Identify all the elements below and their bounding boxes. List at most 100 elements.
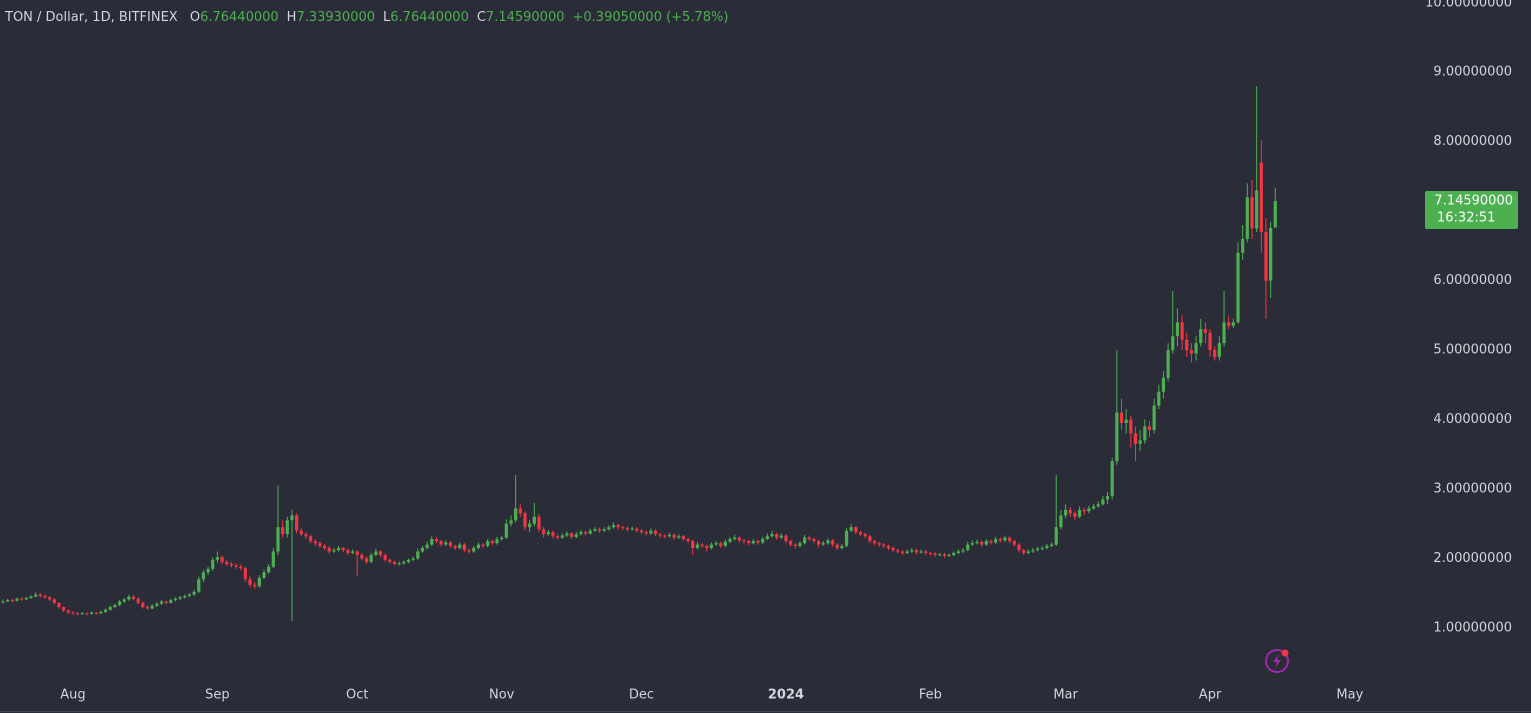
candle-body: [243, 568, 247, 580]
candle-body: [784, 535, 788, 542]
candle-body: [756, 541, 760, 543]
candle-body: [574, 534, 578, 537]
candle-body: [1269, 227, 1273, 281]
candle-body: [593, 529, 597, 531]
candle-body: [1245, 197, 1249, 239]
candle-body: [1208, 332, 1212, 351]
candle-body: [509, 520, 513, 524]
candle-body: [229, 564, 233, 566]
ohlc-value: 6.76440000: [200, 10, 279, 25]
candle-body: [448, 542, 453, 546]
candle-body: [285, 520, 289, 535]
candle-body: [528, 523, 532, 528]
candle-body: [276, 527, 280, 552]
candle-body: [113, 604, 117, 608]
candle-body: [299, 530, 303, 535]
candle-body: [625, 527, 630, 530]
candle-body: [677, 536, 681, 538]
candle-body: [1185, 339, 1189, 351]
candle-body: [1250, 197, 1254, 229]
y-tick-label: 6.00000000: [1433, 273, 1512, 288]
candle-body: [1241, 238, 1245, 253]
candle-body: [430, 538, 434, 545]
candles: [1, 86, 1277, 621]
candle-body: [765, 536, 769, 539]
candle-body: [700, 544, 704, 546]
candle-body: [532, 516, 536, 524]
candle-body: [546, 532, 550, 535]
candle-body: [1119, 412, 1124, 424]
candle-body: [476, 544, 480, 549]
candle-body: [635, 528, 639, 531]
candle-body: [281, 527, 285, 535]
candle-body: [66, 610, 70, 613]
candle-body: [458, 544, 462, 549]
candle-body: [826, 540, 830, 544]
candle-body: [117, 601, 122, 605]
candle-body: [75, 613, 80, 615]
candle-body: [490, 541, 494, 544]
candle-body: [621, 527, 625, 529]
ohlc-value: 7.14590000: [485, 10, 565, 25]
change: +0.39050000 (+5.78%): [572, 10, 729, 25]
candle-body: [309, 536, 313, 542]
countdown-label: 16:32:51: [1437, 211, 1495, 226]
candle-body: [1003, 537, 1007, 541]
candle-body: [15, 598, 19, 601]
candle-body: [998, 538, 1002, 541]
candle-body: [742, 540, 746, 542]
candle-body: [980, 541, 984, 545]
candle-body: [1031, 550, 1035, 552]
candle-body: [1054, 527, 1058, 545]
candle-body: [1152, 405, 1156, 430]
ohlc-key: L: [383, 10, 391, 25]
candle-body: [602, 529, 606, 531]
candle-body: [1166, 350, 1170, 378]
candle-body: [844, 530, 849, 546]
candle-body: [1082, 509, 1086, 512]
candle-body: [467, 550, 471, 552]
candle-body: [569, 533, 574, 537]
candle-body: [392, 561, 397, 565]
candle-body: [416, 551, 420, 559]
candle-body: [956, 551, 960, 553]
candle-body: [187, 594, 192, 596]
alert-icon[interactable]: [1265, 649, 1289, 673]
candle-body: [994, 538, 998, 543]
candle-body: [900, 551, 905, 553]
candle-body: [1091, 506, 1096, 509]
ohlc-value: 6.76440000: [390, 10, 469, 25]
candle-body: [798, 543, 802, 546]
candle-body: [733, 537, 737, 539]
candle-body: [103, 609, 108, 612]
candle-body: [1143, 426, 1147, 441]
candle-body: [397, 563, 401, 565]
candle-body: [672, 534, 676, 538]
y-tick-label: 2.00000000: [1433, 551, 1512, 566]
candle-body: [705, 545, 709, 549]
candle-body: [1017, 544, 1021, 551]
candle-body: [714, 543, 718, 545]
y-tick-label: 3.00000000: [1433, 481, 1512, 496]
candle-body: [737, 537, 741, 541]
candle-body: [253, 584, 257, 587]
candle-body: [1101, 499, 1105, 505]
candle-body: [24, 598, 28, 600]
candle-body: [225, 561, 229, 565]
candle-body: [239, 566, 243, 569]
candle-body: [821, 543, 825, 545]
x-tick-label: Aug: [60, 688, 85, 703]
candle-body: [896, 550, 900, 552]
candle-body: [779, 535, 783, 538]
candle-body: [48, 597, 52, 600]
symbol: TON / Dollar, 1D, BITFINEX: [5, 10, 178, 25]
candle-body: [215, 557, 220, 560]
candle-body: [495, 538, 499, 544]
candle-body: [1175, 322, 1180, 337]
candle-body: [789, 541, 793, 545]
candle-body: [942, 554, 947, 556]
candle-body: [597, 529, 602, 531]
candle-body: [1264, 231, 1268, 281]
